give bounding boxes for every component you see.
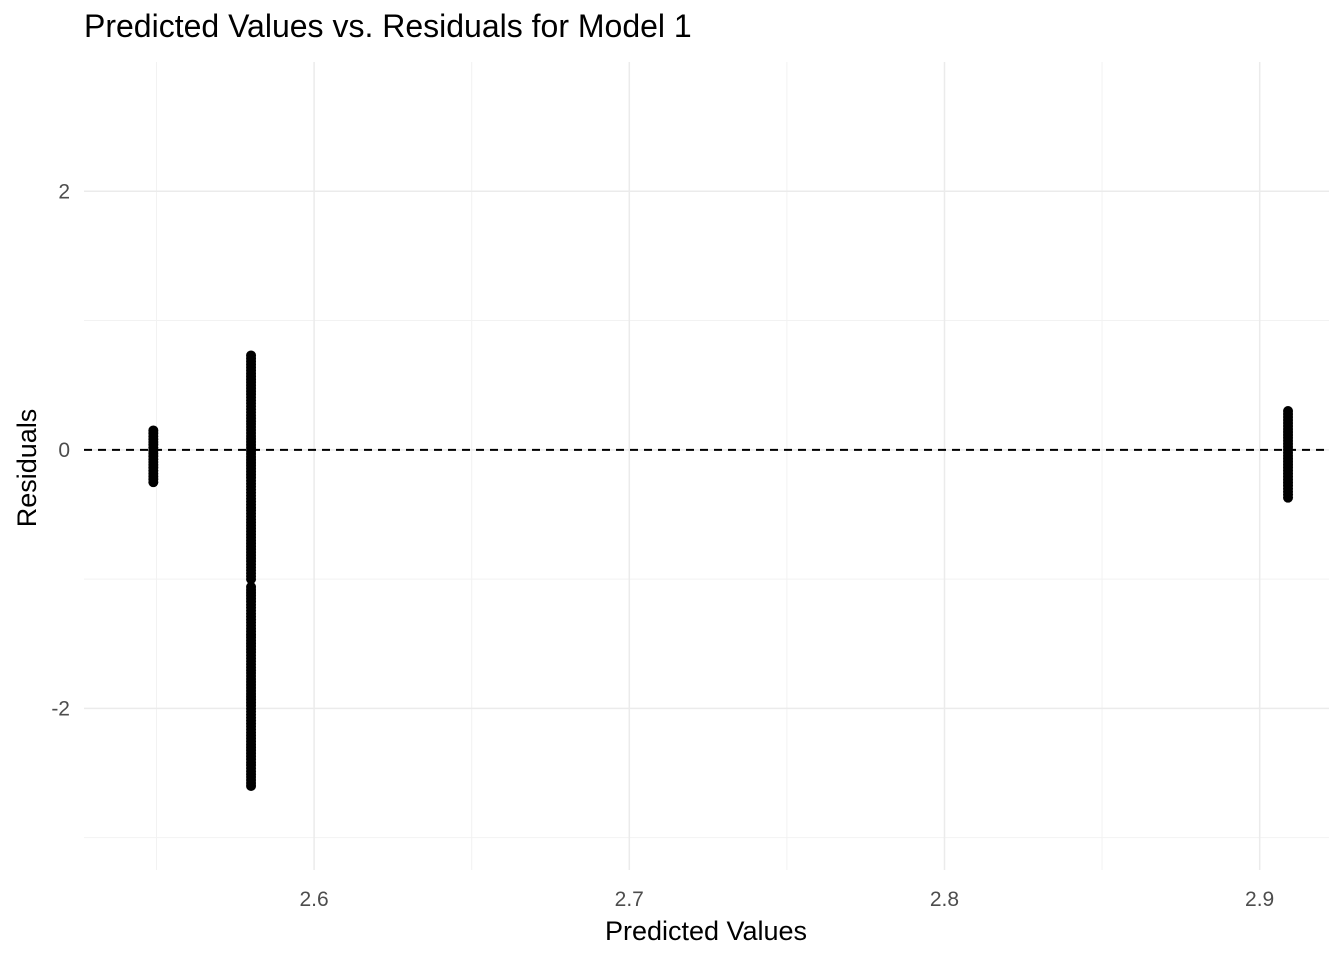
y-axis-ticks: -2 0 2 (51, 180, 70, 720)
y-tick-label: -2 (51, 697, 70, 720)
data-point (148, 477, 159, 488)
data-points (148, 350, 1294, 791)
chart-title: Predicted Values vs. Residuals for Model… (84, 8, 692, 44)
x-tick-label: 2.8 (930, 888, 959, 911)
x-axis-ticks: 2.6 2.7 2.8 2.9 (299, 888, 1274, 911)
data-point (246, 780, 257, 791)
minor-gridlines (84, 62, 1329, 870)
x-tick-label: 2.9 (1245, 888, 1274, 911)
y-axis-title: Residuals (12, 409, 42, 528)
major-gridlines (84, 62, 1329, 870)
data-point (1283, 492, 1294, 503)
y-tick-label: 0 (58, 439, 70, 462)
x-axis-title: Predicted Values (605, 916, 807, 946)
data-point (246, 574, 257, 585)
y-tick-label: 2 (58, 180, 70, 203)
x-tick-label: 2.7 (615, 888, 644, 911)
x-tick-label: 2.6 (299, 888, 328, 911)
